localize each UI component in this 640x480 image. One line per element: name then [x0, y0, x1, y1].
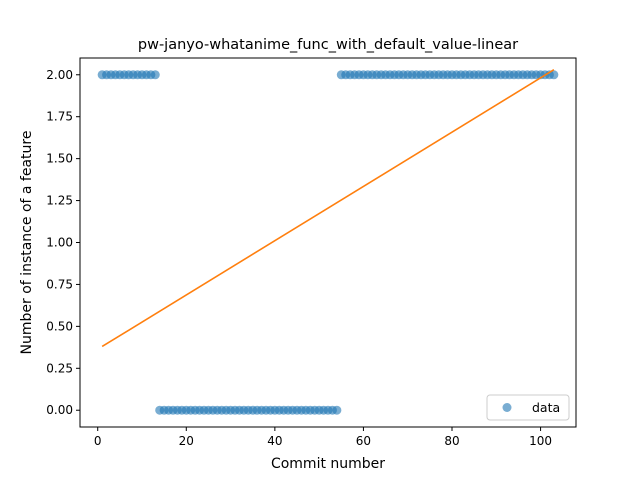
y-axis-label: Number of instance of a feature [19, 131, 35, 355]
fit-line [101, 69, 555, 348]
legend-box [486, 394, 570, 421]
chart-title: pw-janyo-whatanime_func_with_default_val… [138, 37, 518, 53]
y-tick-label: 1.00 [46, 236, 73, 250]
legend-marker-data [502, 403, 512, 412]
data-point [150, 70, 160, 80]
legend: data [486, 394, 570, 421]
x-tick-label: 100 [529, 434, 552, 448]
plot-area [97, 69, 559, 415]
x-tick-label: 0 [94, 434, 102, 448]
y-tick-label: 1.50 [46, 152, 73, 166]
data-point [549, 70, 559, 80]
x-tick-label: 60 [356, 434, 371, 448]
y-tick-label: 1.75 [46, 110, 73, 124]
legend-label-data: data [532, 400, 560, 415]
axis-ticks: 0 20 40 60 80 100 0.00 0.25 0.50 0.75 1.00 1.25 1.50… [46, 68, 552, 448]
x-tick-label: 20 [179, 434, 194, 448]
y-tick-label: 0.50 [46, 319, 73, 333]
y-tick-label: 1.25 [46, 194, 73, 208]
y-tick-label: 2.00 [46, 68, 73, 82]
y-tick-label: 0.25 [46, 361, 73, 375]
x-tick-label: 80 [444, 434, 459, 448]
data-point [332, 405, 342, 415]
y-tick-label: 0.75 [46, 277, 73, 291]
x-axis-label: Commit number [271, 456, 385, 472]
y-tick-label: 0.00 [46, 403, 73, 417]
x-tick-label: 40 [267, 434, 282, 448]
